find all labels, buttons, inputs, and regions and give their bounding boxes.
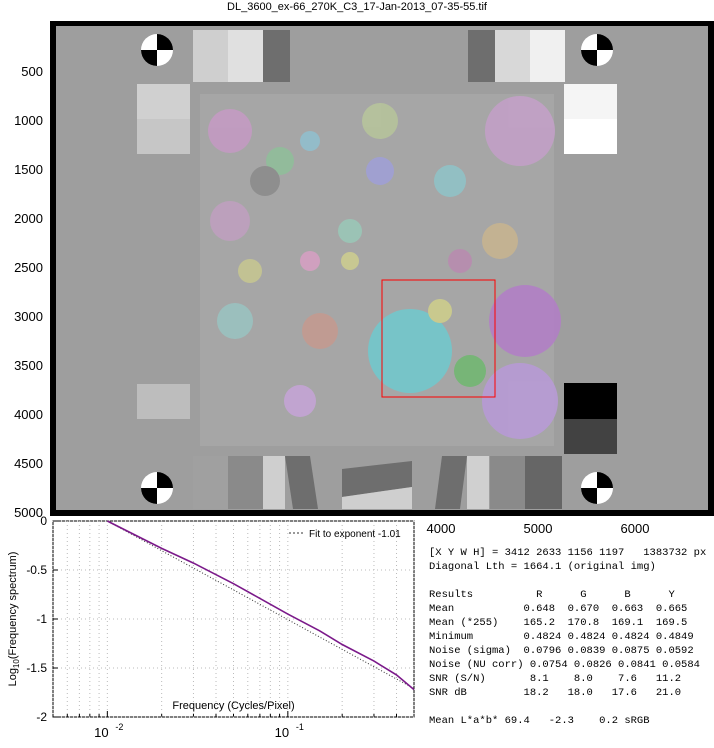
x-tick-exponent: -2 <box>115 722 123 732</box>
image-y-tick: 3500 <box>14 358 43 373</box>
spectrum-series-line <box>106 520 415 691</box>
x-tick-label: 10 <box>275 725 289 740</box>
x-tick-exponent: -1 <box>296 722 304 732</box>
mean-lab: Mean L*a*b* 69.4 -2.3 0.2 sRGB <box>429 715 650 727</box>
results-row: Mean (*255) 165.2 170.8 169.1 169.5 <box>429 617 688 629</box>
results-row: Noise (NU corr) 0.0754 0.0826 0.0841 0.0… <box>429 659 700 671</box>
spectrum-chart-svg: 0 -0.5 -1 -1.5 -2 10 -2 10 -1 Fit to exponent -1.… <box>7 514 415 740</box>
legend-entry: Fit to exponent -1.01 <box>309 529 401 540</box>
image-y-tick: 5000 <box>14 505 43 520</box>
y-tick-label: -2 <box>36 710 47 724</box>
fit-line <box>107 520 415 690</box>
image-y-tick: 1500 <box>14 162 43 177</box>
roi-coordinates: [X Y W H] = 3412 2633 1156 1197 1383732 … <box>429 547 707 559</box>
image-y-tick: 2000 <box>14 211 43 226</box>
y-tick-label: -1.5 <box>26 661 47 675</box>
x-axis-label: Frequency (Cycles/Pixel) <box>172 700 294 712</box>
registration-mark-top-left <box>141 34 173 66</box>
results-row: Minimum 0.4824 0.4824 0.4824 0.4849 <box>429 631 694 643</box>
diagonal-length: Diagonal Lth = 1664.1 (original img) <box>429 561 656 573</box>
test-chart-image <box>50 21 714 516</box>
image-x-tick: 5000 <box>523 521 553 536</box>
results-header: Results R G B Y <box>429 589 675 601</box>
image-y-tick: 1000 <box>14 113 43 128</box>
spectrum-plot[interactable]: 0 -0.5 -1 -1.5 -2 10 -2 10 -1 Fit to exponent -1.… <box>0 514 420 743</box>
results-row: SNR (S/N) 8.1 8.0 7.6 11.2 <box>429 673 682 685</box>
results-row: Mean 0.648 0.670 0.663 0.665 <box>429 603 688 615</box>
image-panel[interactable] <box>50 21 714 516</box>
window-title: DL_3600_ex-66_270K_C3_17-Jan-2013_07-35-… <box>227 1 487 13</box>
registration-mark-bottom-left <box>141 472 173 504</box>
y-tick-label: -0.5 <box>26 563 47 577</box>
registration-mark-bottom-right <box>581 472 613 504</box>
image-y-tick: 2500 <box>14 260 43 275</box>
y-axis-label: Log10(Frequency spectrum) <box>7 552 21 687</box>
results-row: SNR dB 18.2 18.0 17.6 21.0 <box>429 687 682 699</box>
y-tick-label: 0 <box>40 514 47 528</box>
image-y-tick: 4500 <box>14 456 43 471</box>
registration-mark-top-right <box>581 34 613 66</box>
image-x-tick: 4000 <box>426 521 456 536</box>
x-tick-label: 10 <box>94 725 108 740</box>
image-y-tick: 4000 <box>14 407 43 422</box>
image-x-tick: 6000 <box>620 521 650 536</box>
results-row: Noise (sigma) 0.0796 0.0839 0.0875 0.059… <box>429 645 694 657</box>
y-tick-label: -1 <box>36 612 47 626</box>
image-y-tick: 3000 <box>14 309 43 324</box>
roi-rectangle <box>381 279 496 398</box>
image-y-tick: 500 <box>21 64 43 79</box>
